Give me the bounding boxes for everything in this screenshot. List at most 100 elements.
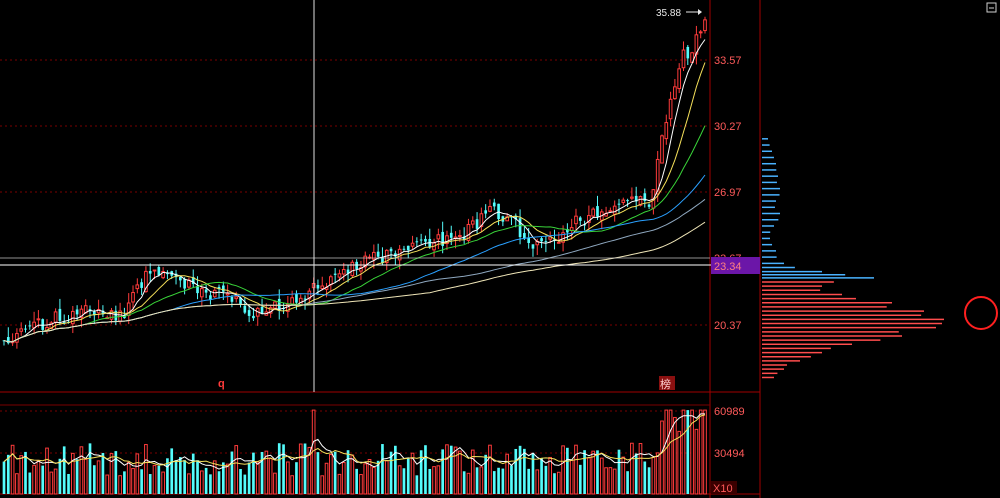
volume-bar xyxy=(690,409,694,495)
candle xyxy=(488,199,492,213)
candle xyxy=(630,187,634,201)
volume-bar xyxy=(170,448,174,494)
candle xyxy=(174,269,178,285)
volume-bar xyxy=(286,461,290,495)
candle xyxy=(660,134,664,164)
volume-moving-average-series xyxy=(3,413,706,470)
volume-bar xyxy=(144,444,148,495)
current-price-tag[interactable]: 23.34 xyxy=(711,257,760,274)
volume-bar xyxy=(92,465,96,494)
candle-body xyxy=(617,203,621,205)
candle xyxy=(626,198,629,207)
candle xyxy=(445,230,449,251)
volume-bar xyxy=(161,471,165,495)
volume-bar xyxy=(53,468,58,495)
candle-body xyxy=(608,210,613,213)
candle xyxy=(583,220,586,231)
candle xyxy=(574,208,578,233)
volume-bar xyxy=(58,458,62,494)
volume-bar xyxy=(655,452,660,495)
candle xyxy=(359,260,363,280)
candle-body xyxy=(518,218,522,238)
volume-bar xyxy=(389,451,393,494)
volume-bar xyxy=(591,450,596,495)
candle-body xyxy=(92,311,96,316)
volume-axis-labels: 60989 30494 X10 xyxy=(711,406,745,495)
candle-body xyxy=(286,304,290,312)
candle xyxy=(449,225,453,246)
candle xyxy=(157,265,161,277)
volume-bar xyxy=(131,467,135,495)
candle-body xyxy=(466,223,471,241)
volume-bar xyxy=(668,409,673,495)
volume-bar xyxy=(621,456,626,495)
volume-bar xyxy=(243,474,247,494)
candle xyxy=(406,245,410,259)
candle-body xyxy=(96,309,101,314)
candle xyxy=(410,235,415,249)
volume-bar xyxy=(32,464,36,495)
volume-bar xyxy=(282,444,285,494)
volume-bar xyxy=(234,445,239,495)
volume-bar xyxy=(384,460,389,495)
candle xyxy=(230,294,234,308)
candle xyxy=(514,213,518,228)
candle-body xyxy=(445,235,449,245)
candle-body xyxy=(410,242,415,247)
candle xyxy=(668,91,673,127)
candle-body xyxy=(677,68,682,90)
volume-bar xyxy=(225,463,230,495)
candle-body xyxy=(394,253,397,257)
volume-bar xyxy=(402,468,406,494)
volume-bar xyxy=(67,473,70,494)
candle-body xyxy=(621,199,626,203)
volume-bar xyxy=(105,474,110,495)
volume-bar xyxy=(428,468,432,494)
candle-body xyxy=(406,245,410,251)
candle-body xyxy=(376,251,380,257)
volume-bar xyxy=(101,452,105,494)
candle-body xyxy=(574,215,578,225)
candle-body xyxy=(260,306,264,314)
candle-body xyxy=(316,284,320,289)
high-price-label: 35.88 xyxy=(656,8,681,19)
candlestick-series xyxy=(2,16,707,349)
corner-icon-frame xyxy=(986,2,997,13)
volume-bar xyxy=(608,467,613,495)
volume-bar xyxy=(488,444,492,495)
candle-body xyxy=(415,241,419,243)
volume-bar xyxy=(698,409,703,495)
volume-bar xyxy=(535,469,540,495)
candle-body xyxy=(596,206,599,217)
candle-body xyxy=(668,98,673,120)
candle xyxy=(677,63,682,94)
candle xyxy=(363,251,368,271)
volume-bar xyxy=(96,460,101,495)
candle-body xyxy=(583,224,586,226)
candle-body xyxy=(307,290,312,300)
candle-body xyxy=(578,217,582,221)
volume-bar xyxy=(174,460,178,494)
candle xyxy=(260,298,264,315)
candle-body xyxy=(591,208,596,217)
candle-body xyxy=(436,234,441,240)
volume-bar xyxy=(569,459,574,495)
volume-bar xyxy=(381,444,384,494)
volume-bar xyxy=(303,443,307,494)
q-marker: q xyxy=(218,378,225,390)
volume-bar xyxy=(298,443,303,495)
candle-body xyxy=(131,292,135,303)
volume-bar xyxy=(523,448,526,494)
candle-body xyxy=(196,285,199,294)
volume-bar xyxy=(6,454,10,494)
candle-body xyxy=(488,206,492,212)
candle xyxy=(419,233,423,244)
current-price-label: 23.34 xyxy=(714,261,742,273)
volume-bar xyxy=(376,460,380,494)
volume-bar xyxy=(363,463,368,495)
volume-bar xyxy=(475,467,479,494)
candle-body xyxy=(19,328,24,332)
corner-icon[interactable] xyxy=(986,2,997,13)
volume-bar xyxy=(449,445,453,494)
